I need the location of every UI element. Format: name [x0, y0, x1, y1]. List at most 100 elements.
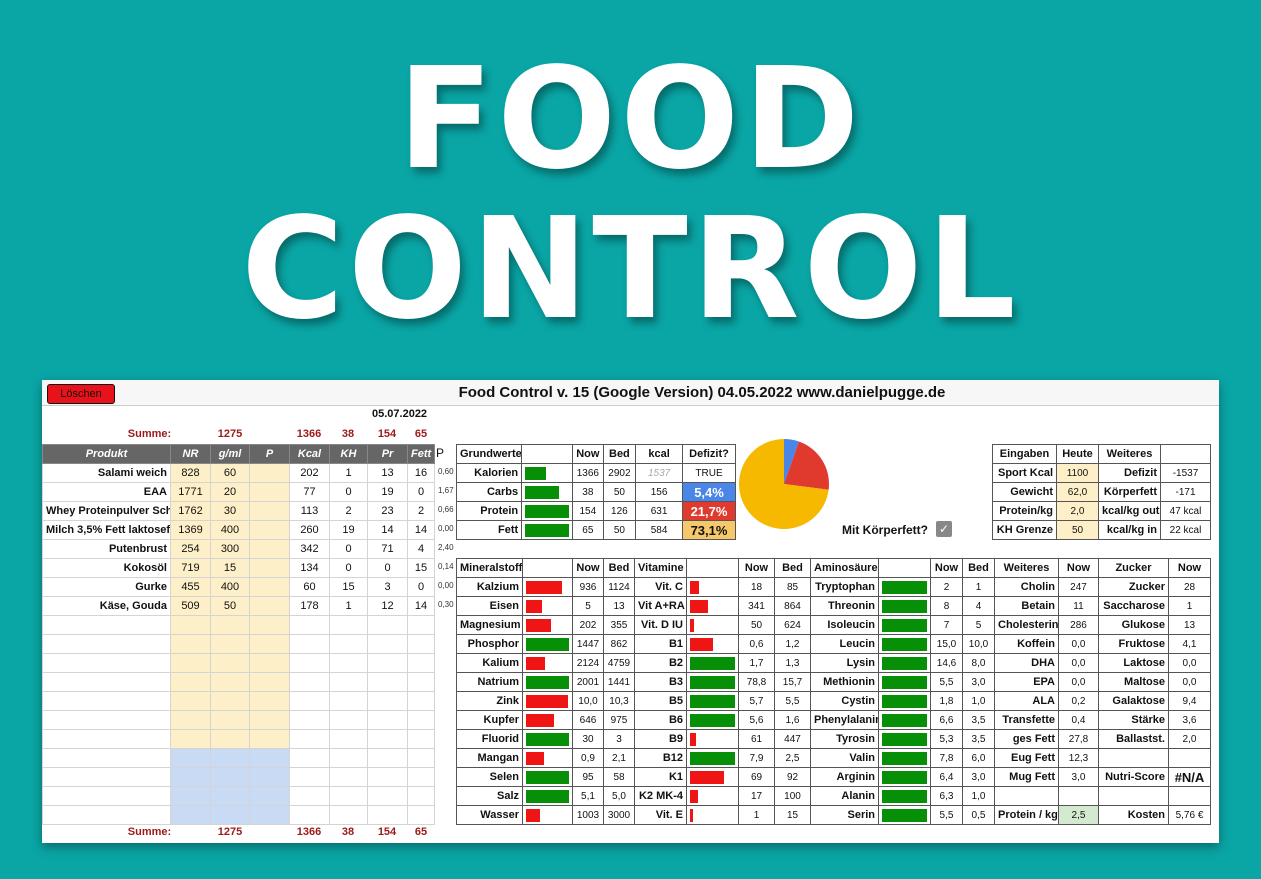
product-grams[interactable]	[210, 767, 250, 787]
product-p[interactable]	[249, 710, 290, 730]
amino-bed: 3,0	[962, 672, 995, 692]
table-row: Natrium 2001 1441	[456, 672, 635, 692]
eingaben-input[interactable]: 62,0	[1056, 482, 1099, 502]
product-nr[interactable]: 719	[170, 558, 211, 578]
progress-bar-cell	[521, 482, 574, 502]
product-grams[interactable]	[210, 615, 250, 635]
product-p[interactable]	[249, 520, 290, 540]
product-nr[interactable]	[170, 615, 211, 635]
product-name[interactable]: Putenbrust	[42, 539, 171, 559]
product-nr[interactable]	[170, 805, 211, 825]
product-p[interactable]	[249, 463, 290, 483]
eingaben-input[interactable]: 1100	[1056, 463, 1099, 483]
product-grams[interactable]: 400	[210, 520, 250, 540]
product-grams[interactable]: 15	[210, 558, 250, 578]
product-p[interactable]	[249, 748, 290, 768]
product-nr[interactable]: 455	[170, 577, 211, 597]
product-p[interactable]	[249, 672, 290, 692]
eingaben-input[interactable]: 2,0	[1056, 501, 1099, 521]
product-grams[interactable]	[210, 653, 250, 673]
product-nr[interactable]	[170, 653, 211, 673]
product-nr[interactable]	[170, 767, 211, 787]
progress-bar-cell	[521, 463, 574, 483]
product-grams[interactable]: 20	[210, 482, 250, 502]
eingaben-label: Protein/kg	[992, 501, 1057, 521]
product-grams[interactable]: 300	[210, 539, 250, 559]
product-name	[42, 634, 171, 654]
delete-button[interactable]: Löschen	[47, 384, 115, 404]
amino-bed: 8,0	[962, 653, 995, 673]
hero-title-line2: CONTROL	[241, 188, 1020, 351]
product-grams[interactable]	[210, 748, 250, 768]
product-p[interactable]	[249, 615, 290, 635]
product-grams[interactable]: 60	[210, 463, 250, 483]
p-values-column: 0,60 1,67 0,66 0,00 2,40 0,14 0,00 0,30	[436, 462, 456, 614]
product-name[interactable]: Milch 3,5% Fett laktosefrei x	[42, 520, 171, 540]
product-kh	[329, 805, 368, 825]
weiteres-value: 12,3	[1058, 748, 1099, 768]
product-p[interactable]	[249, 767, 290, 787]
zucker-label	[1098, 786, 1169, 806]
product-nr[interactable]	[170, 691, 211, 711]
product-nr[interactable]	[170, 786, 211, 806]
product-nr[interactable]	[170, 710, 211, 730]
product-kcal: 134	[289, 558, 330, 578]
product-grams[interactable]	[210, 729, 250, 749]
product-p[interactable]	[249, 482, 290, 502]
product-nr[interactable]: 828	[170, 463, 211, 483]
product-nr[interactable]: 254	[170, 539, 211, 559]
product-grams[interactable]	[210, 710, 250, 730]
product-grams[interactable]	[210, 634, 250, 654]
progress-bar	[882, 713, 927, 727]
product-p[interactable]	[249, 596, 290, 616]
table-row: Koffein 0,0	[994, 634, 1099, 654]
product-grams[interactable]	[210, 786, 250, 806]
product-name[interactable]: Salami weich	[42, 463, 171, 483]
mineral-now: 10,0	[572, 691, 604, 711]
product-grams[interactable]	[210, 805, 250, 825]
product-grams[interactable]: 50	[210, 596, 250, 616]
table-row: Protein 154 126 631 21,7%	[455, 501, 736, 521]
product-nr[interactable]	[170, 729, 211, 749]
product-grams[interactable]	[210, 672, 250, 692]
product-name[interactable]: Gurke	[42, 577, 171, 597]
product-p[interactable]	[249, 729, 290, 749]
product-p[interactable]	[249, 501, 290, 521]
mineral-header-3: Bed	[603, 558, 635, 578]
table-row: Cystin 1,8 1,0	[810, 691, 995, 711]
product-p[interactable]	[249, 653, 290, 673]
amino-now: 1,8	[930, 691, 963, 711]
product-nr[interactable]: 1762	[170, 501, 211, 521]
vitamine-now: 5,7	[738, 691, 775, 711]
product-name[interactable]: Käse, Gouda	[42, 596, 171, 616]
product-grams[interactable]: 30	[210, 501, 250, 521]
product-nr[interactable]: 1771	[170, 482, 211, 502]
product-p[interactable]	[249, 577, 290, 597]
product-name	[42, 729, 171, 749]
product-grams[interactable]: 400	[210, 577, 250, 597]
product-nr[interactable]	[170, 748, 211, 768]
amino-now: 5,5	[930, 672, 963, 692]
product-nr[interactable]	[170, 634, 211, 654]
table-row	[1098, 786, 1211, 806]
product-p[interactable]	[249, 691, 290, 711]
product-p[interactable]	[249, 805, 290, 825]
product-grams[interactable]	[210, 691, 250, 711]
product-name[interactable]: Kokosöl	[42, 558, 171, 578]
product-kcal	[289, 672, 330, 692]
product-p[interactable]	[249, 558, 290, 578]
vitamine-now: 69	[738, 767, 775, 787]
koerperfett-checkbox[interactable]: ✓	[936, 521, 952, 537]
product-nr[interactable]	[170, 672, 211, 692]
product-p[interactable]	[249, 634, 290, 654]
product-name[interactable]: EAA	[42, 482, 171, 502]
product-nr[interactable]: 509	[170, 596, 211, 616]
sum-kcal: 1366	[296, 826, 322, 838]
product-p[interactable]	[249, 786, 290, 806]
product-nr[interactable]: 1369	[170, 520, 211, 540]
product-p[interactable]	[249, 539, 290, 559]
product-name[interactable]: Whey Proteinpulver Schoko	[42, 501, 171, 521]
grundwerte-bed: 2902	[602, 463, 637, 483]
eingaben-input[interactable]: 50	[1056, 520, 1099, 540]
product-fett	[407, 767, 435, 787]
